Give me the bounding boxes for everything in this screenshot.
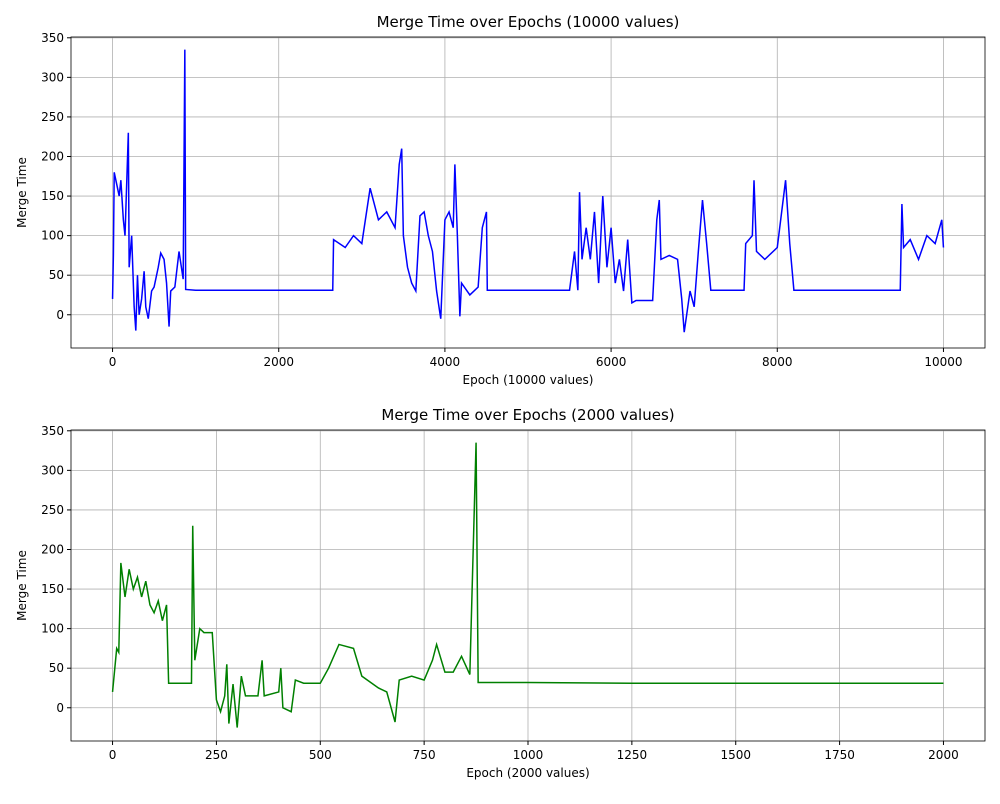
y-tick-label: 250 — [41, 110, 64, 124]
y-tick-label: 100 — [41, 622, 64, 636]
y-axis-label: Merge Time — [15, 157, 29, 228]
y-tick-label: 300 — [41, 70, 64, 84]
x-axis-label: Epoch (2000 values) — [466, 766, 589, 780]
y-tick-label: 350 — [41, 424, 64, 438]
y-tick-label: 100 — [41, 229, 64, 243]
y-tick-label: 50 — [49, 661, 64, 675]
x-tick-label: 0 — [109, 355, 117, 369]
x-tick-label: 1250 — [617, 748, 648, 762]
x-tick-label: 750 — [413, 748, 436, 762]
x-tick-label: 2000 — [263, 355, 294, 369]
x-tick-label: 0 — [109, 748, 117, 762]
y-tick-label: 250 — [41, 503, 64, 517]
y-axis-label: Merge Time — [15, 550, 29, 621]
y-tick-label: 200 — [41, 149, 64, 163]
y-tick-label: 200 — [41, 542, 64, 556]
x-tick-label: 6000 — [596, 355, 627, 369]
x-tick-label: 250 — [205, 748, 228, 762]
x-tick-label: 500 — [309, 748, 332, 762]
data-line — [111, 49, 945, 333]
y-tick-label: 0 — [56, 701, 64, 715]
chart-title: Merge Time over Epochs (10000 values) — [377, 13, 680, 31]
y-tick-label: 350 — [41, 31, 64, 45]
y-tick-label: 50 — [49, 268, 64, 282]
x-tick-label: 10000 — [924, 355, 962, 369]
y-tick-label: 150 — [41, 582, 64, 596]
x-axis-label: Epoch (10000 values) — [463, 373, 594, 387]
axes-frame — [70, 36, 986, 349]
y-tick-label: 300 — [41, 463, 64, 477]
y-tick-label: 0 — [56, 308, 64, 322]
x-tick-label: 1000 — [513, 748, 544, 762]
x-tick-label: 1750 — [824, 748, 855, 762]
x-tick-label: 8000 — [762, 355, 793, 369]
x-tick-label: 4000 — [430, 355, 461, 369]
chart-title: Merge Time over Epochs (2000 values) — [381, 406, 674, 424]
data-line — [111, 442, 944, 728]
x-tick-label: 2000 — [928, 748, 959, 762]
y-tick-label: 150 — [41, 189, 64, 203]
x-tick-label: 1500 — [720, 748, 751, 762]
